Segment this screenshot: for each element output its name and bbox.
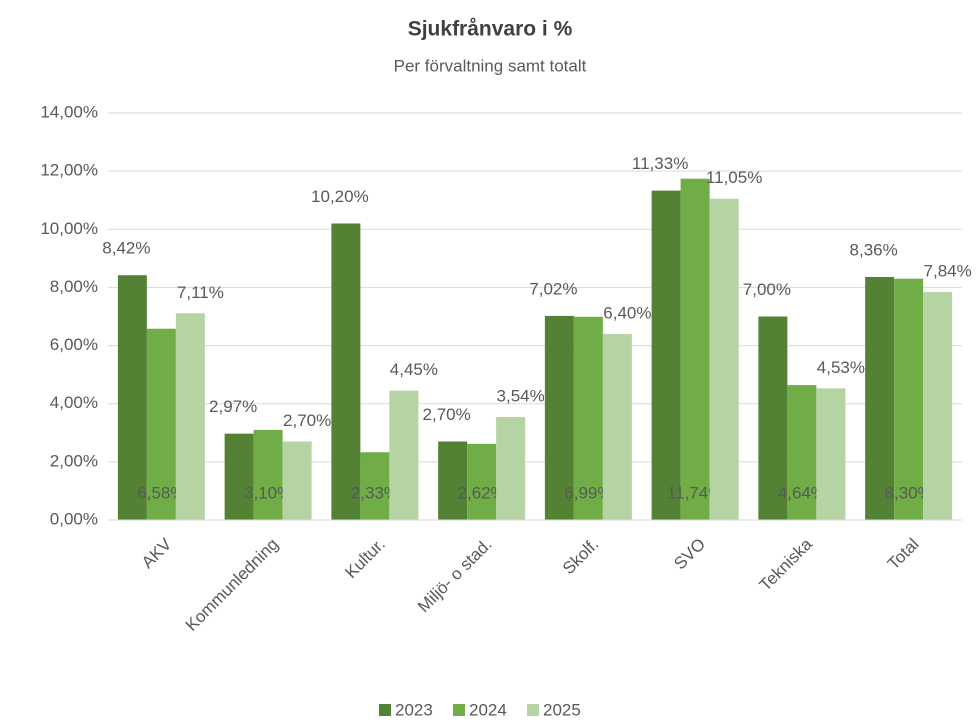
data-label: 2,97%	[209, 397, 257, 416]
data-label: 4,64%	[778, 483, 826, 502]
legend-label: 2023	[395, 700, 433, 719]
bar	[331, 223, 361, 520]
legend-label: 2024	[469, 700, 507, 719]
bar	[467, 443, 497, 520]
bar	[438, 441, 468, 520]
x-tick-label: AKV	[138, 534, 176, 572]
bar	[496, 417, 526, 520]
legend-swatch	[453, 704, 465, 716]
bar	[175, 313, 205, 520]
legend-label: 2025	[543, 700, 581, 719]
bar	[389, 390, 419, 520]
bar	[758, 316, 788, 520]
data-label: 4,45%	[390, 360, 438, 379]
bar	[360, 452, 390, 520]
bar	[787, 385, 817, 520]
data-label: 2,70%	[423, 405, 471, 424]
data-label: 3,10%	[244, 483, 292, 502]
bar	[923, 292, 953, 520]
bar	[709, 198, 739, 520]
data-label: 11,33%	[632, 154, 688, 173]
x-tick-label: Total	[884, 535, 923, 574]
y-tick-label: 2,00%	[50, 451, 98, 470]
data-label: 6,40%	[603, 303, 651, 322]
data-label: 2,70%	[283, 411, 331, 430]
data-label: 11,05%	[706, 168, 762, 187]
data-label: 6,58%	[137, 483, 185, 502]
y-tick-label: 8,00%	[50, 277, 98, 296]
data-label: 8,42%	[102, 239, 150, 258]
bar	[651, 190, 681, 520]
data-label: 3,54%	[497, 387, 545, 406]
data-label: 7,00%	[743, 280, 791, 299]
bar	[253, 429, 283, 520]
bar	[602, 333, 632, 520]
data-label: 8,30%	[885, 483, 933, 502]
data-label: 7,84%	[924, 262, 972, 281]
y-tick-label: 12,00%	[40, 161, 98, 180]
x-tick-label: Kultur.	[341, 535, 389, 583]
data-label: 10,20%	[311, 187, 369, 206]
y-tick-label: 6,00%	[50, 335, 98, 354]
legend-swatch	[379, 704, 391, 716]
y-tick-label: 0,00%	[50, 509, 98, 528]
x-tick-label: Miljö- o stad.	[414, 535, 496, 617]
y-tick-label: 10,00%	[40, 219, 98, 238]
x-tick-label: Tekniska	[756, 534, 817, 595]
bar	[816, 388, 846, 520]
x-tick-label: Skolf.	[559, 535, 603, 579]
bar	[680, 178, 710, 521]
data-label: 11,74%	[667, 483, 723, 502]
bar	[894, 278, 924, 520]
bar	[117, 275, 147, 520]
chart-subtitle: Per förvaltning samt totalt	[394, 56, 587, 75]
bar	[573, 316, 603, 520]
y-tick-label: 4,00%	[50, 393, 98, 412]
data-label: 2,62%	[458, 483, 506, 502]
data-label: 4,53%	[817, 358, 865, 377]
data-label: 7,02%	[529, 279, 577, 298]
x-tick-label: Kommunledning	[182, 535, 282, 635]
data-label: 2,33%	[351, 483, 399, 502]
data-label: 8,36%	[850, 240, 898, 259]
y-tick-label: 14,00%	[40, 102, 98, 121]
legend-swatch	[527, 704, 539, 716]
data-label: 7,11%	[177, 283, 224, 302]
data-label: 6,99%	[564, 483, 612, 502]
bar	[282, 441, 312, 520]
bar	[224, 433, 254, 520]
x-tick-label: SVO	[670, 535, 709, 574]
bar	[146, 328, 176, 520]
bar	[544, 315, 574, 520]
chart-title: Sjukfrånvaro i %	[408, 18, 573, 41]
bar	[865, 276, 895, 520]
